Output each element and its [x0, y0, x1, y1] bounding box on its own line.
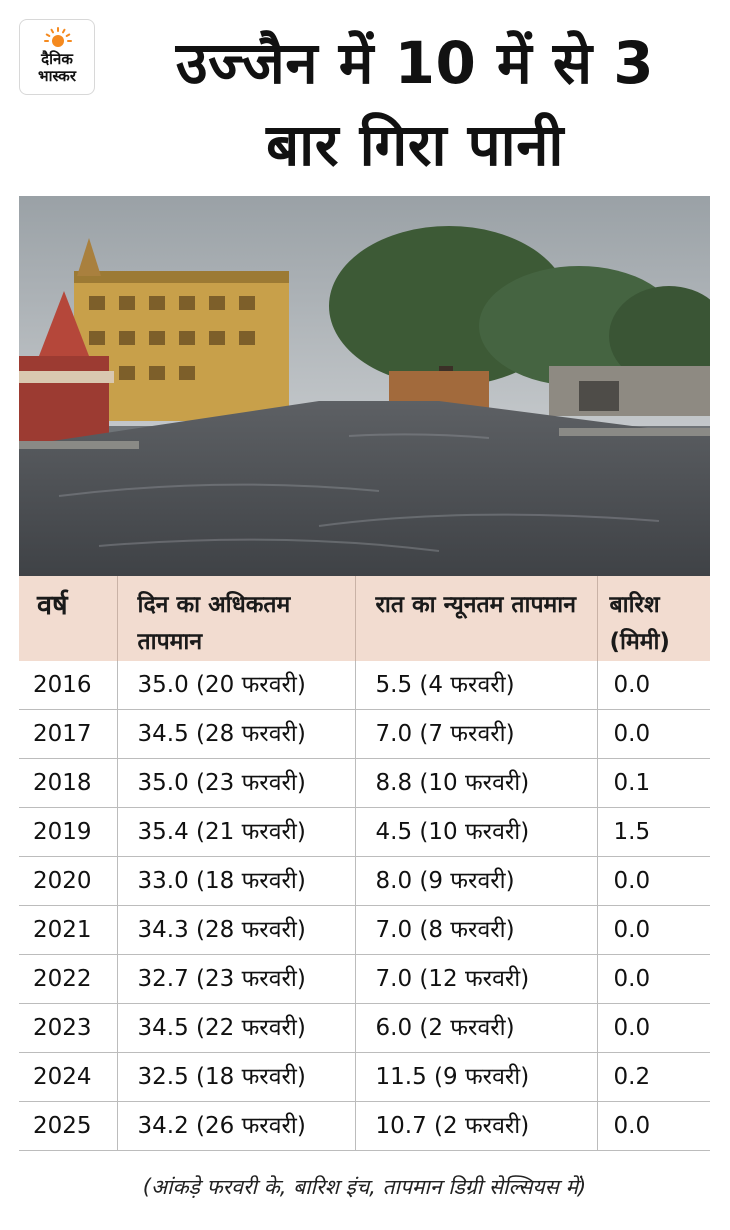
min-temp-cell: 7.0 (7 फरवरी) — [354, 709, 597, 759]
year-cell: 2024 — [19, 1052, 117, 1102]
min-temp-cell: 10.7 (2 फरवरी) — [354, 1101, 597, 1151]
weather-table: वर्ष दिन का अधिकतम तापमान रात का न्यूनतम… — [19, 576, 710, 1151]
rain-cell: 0.0 — [596, 1101, 710, 1151]
headline-line2: बार गिरा पानी — [266, 111, 564, 179]
max-temp-cell: 35.4 (21 फरवरी) — [116, 807, 355, 857]
year-cell: 2018 — [19, 758, 117, 808]
max-temp-cell: 35.0 (23 फरवरी) — [116, 758, 355, 808]
max-temp-cell: 33.0 (18 फरवरी) — [116, 856, 355, 906]
logo-line1: दैनिक — [41, 50, 73, 68]
min-temp-cell: 6.0 (2 फरवरी) — [354, 1003, 597, 1053]
rain-cell: 0.0 — [596, 856, 710, 906]
table-row: 2017 34.5 (28 फरवरी) 7.0 (7 फरवरी) 0.0 — [19, 709, 710, 759]
max-temp-cell: 32.7 (23 फरवरी) — [116, 954, 355, 1004]
max-temp-cell: 34.5 (22 फरवरी) — [116, 1003, 355, 1053]
footnote: (आंकड़े फरवरी के, बारिश इंच, तापमान डिग्… — [142, 1175, 587, 1199]
logo-line2: भास्कर — [38, 67, 76, 85]
table-row: 2019 35.4 (21 फरवरी) 4.5 (10 फरवरी) 1.5 — [19, 807, 710, 857]
rain-cell: 0.2 — [596, 1052, 710, 1102]
header-year: वर्ष — [19, 576, 117, 661]
rain-street-photo — [19, 196, 710, 576]
year-cell: 2016 — [33, 672, 92, 698]
year-cell: 2017 — [19, 709, 117, 759]
header-rain: बारिश (मिमी) — [596, 576, 710, 661]
table-row: 2024 32.5 (18 फरवरी) 11.5 (9 फरवरी) 0.2 — [19, 1052, 710, 1102]
rain-cell: 0.0 — [596, 954, 710, 1004]
year-cell: 2025 — [19, 1101, 117, 1151]
rain-cell: 0.0 — [596, 709, 710, 759]
min-temp-cell: 7.0 (8 फरवरी) — [354, 905, 597, 955]
min-temp-cell: 7.0 (12 फरवरी) — [354, 954, 597, 1004]
year-cell: 2022 — [19, 954, 117, 1004]
min-temp-cell: 8.8 (10 फरवरी) — [354, 758, 597, 808]
year-cell: 2020 — [19, 856, 117, 906]
year-cell: 2019 — [19, 807, 117, 857]
header-max-temp: दिन का अधिकतम तापमान — [116, 576, 355, 661]
year-cell: 2023 — [19, 1003, 117, 1053]
table-row: 2022 32.7 (23 फरवरी) 7.0 (12 फरवरी) 0.0 — [19, 954, 710, 1004]
header-min-temp: रात का न्यूनतम तापमान — [354, 576, 597, 661]
min-temp-cell: 8.0 (9 फरवरी) — [354, 856, 597, 906]
max-temp-cell: 34.3 (28 फरवरी) — [116, 905, 355, 955]
max-temp-cell: 34.5 (28 फरवरी) — [116, 709, 355, 759]
table-row: 2025 34.2 (26 फरवरी) 10.7 (2 फरवरी) 0.0 — [19, 1101, 710, 1151]
rain-cell: 0.0 — [596, 1003, 710, 1053]
rain-cell: 0.0 — [596, 905, 710, 955]
min-temp-cell: 5.5 (4 फरवरी) — [354, 661, 597, 710]
min-temp-cell: 4.5 (10 फरवरी) — [354, 807, 597, 857]
headline: उज्जैन में 10 में से 3 बार गिरा पानी — [110, 22, 720, 186]
max-temp-cell: 34.2 (26 फरवरी) — [116, 1101, 355, 1151]
rain-cell: 0.0 — [596, 661, 710, 710]
min-temp-cell: 11.5 (9 फरवरी) — [354, 1052, 597, 1102]
table-row: 2016 35.0 (20 फरवरी) 5.5 (4 फरवरी) 0.0 — [19, 661, 710, 710]
year-cell: 2021 — [19, 905, 117, 955]
table-row: 2020 33.0 (18 फरवरी) 8.0 (9 फरवरी) 0.0 — [19, 856, 710, 906]
table-row: 2018 35.0 (23 फरवरी) 8.8 (10 फरवरी) 0.1 — [19, 758, 710, 808]
headline-line1: उज्जैन में 10 में से 3 — [175, 29, 655, 97]
rain-cell: 0.1 — [596, 758, 710, 808]
rain-cell: 1.5 — [596, 807, 710, 857]
brand-logo: दैनिक भास्कर — [19, 19, 95, 95]
max-temp-cell: 32.5 (18 फरवरी) — [116, 1052, 355, 1102]
table-row: 2023 34.5 (22 फरवरी) 6.0 (2 फरवरी) 0.0 — [19, 1003, 710, 1053]
max-temp-cell: 35.0 (20 फरवरी) — [116, 661, 355, 710]
table-row: 2021 34.3 (28 फरवरी) 7.0 (8 फरवरी) 0.0 — [19, 905, 710, 955]
table-header-row: वर्ष दिन का अधिकतम तापमान रात का न्यूनतम… — [19, 576, 710, 661]
sun-icon — [44, 27, 72, 47]
